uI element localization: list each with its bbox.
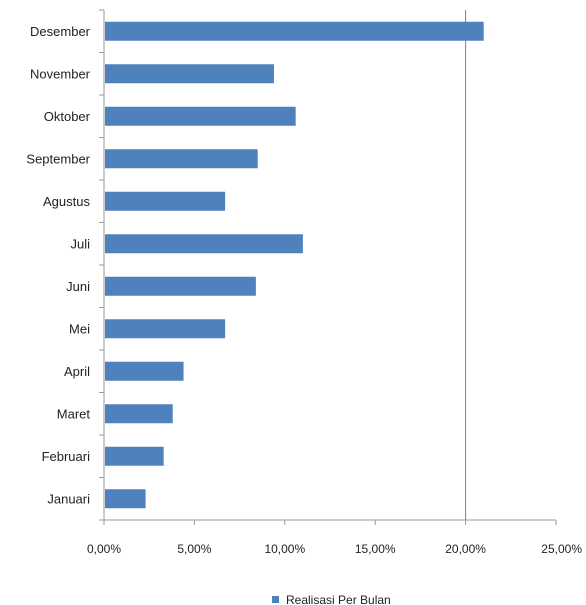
bar-september bbox=[105, 149, 258, 169]
x-tick-label: 0,00% bbox=[87, 542, 121, 556]
category-label-februari: Februari bbox=[42, 449, 91, 464]
category-label-juni: Juni bbox=[66, 279, 90, 294]
bar-agustus bbox=[105, 191, 226, 211]
category-label-april: April bbox=[64, 364, 90, 379]
category-label-juli: Juli bbox=[70, 236, 90, 251]
y-axis-ticks bbox=[99, 9, 104, 521]
x-tick-labels: 0,00% 5,00% 10,00% 15,00% 20,00% 25,00% bbox=[87, 542, 582, 556]
plot-area: Januari Februari Maret April Mei Juni Juli Agus… bbox=[26, 9, 582, 556]
bar-maret bbox=[105, 404, 173, 424]
category-label-september: September bbox=[26, 151, 90, 166]
bar-januari bbox=[105, 489, 146, 509]
bar-februari bbox=[105, 446, 164, 466]
bar-series bbox=[105, 21, 484, 509]
bar-mei bbox=[105, 319, 226, 339]
x-axis-ticks bbox=[103, 520, 557, 525]
category-label-mei: Mei bbox=[69, 321, 90, 336]
x-tick-label: 25,00% bbox=[541, 542, 582, 556]
bar-desember bbox=[105, 21, 484, 41]
bar-juni bbox=[105, 276, 256, 296]
bar-juli bbox=[105, 234, 303, 254]
category-label-januari: Januari bbox=[47, 491, 90, 506]
category-label-november: November bbox=[30, 66, 91, 81]
legend-swatch bbox=[272, 596, 279, 603]
category-label-oktober: Oktober bbox=[44, 109, 91, 124]
legend: Realisasi Per Bulan bbox=[272, 593, 391, 605]
bar-april bbox=[105, 361, 184, 381]
bar-november bbox=[105, 64, 274, 84]
x-tick-label: 5,00% bbox=[177, 542, 211, 556]
legend-label: Realisasi Per Bulan bbox=[286, 593, 391, 605]
x-tick-label: 10,00% bbox=[264, 542, 305, 556]
x-tick-label: 20,00% bbox=[445, 542, 486, 556]
bar-oktober bbox=[105, 106, 296, 126]
category-label-agustus: Agustus bbox=[43, 194, 90, 209]
x-tick-label: 15,00% bbox=[355, 542, 396, 556]
category-label-maret: Maret bbox=[57, 406, 91, 421]
category-label-desember: Desember bbox=[30, 24, 91, 39]
category-labels: Januari Februari Maret April Mei Juni Juli Agus… bbox=[26, 24, 90, 507]
